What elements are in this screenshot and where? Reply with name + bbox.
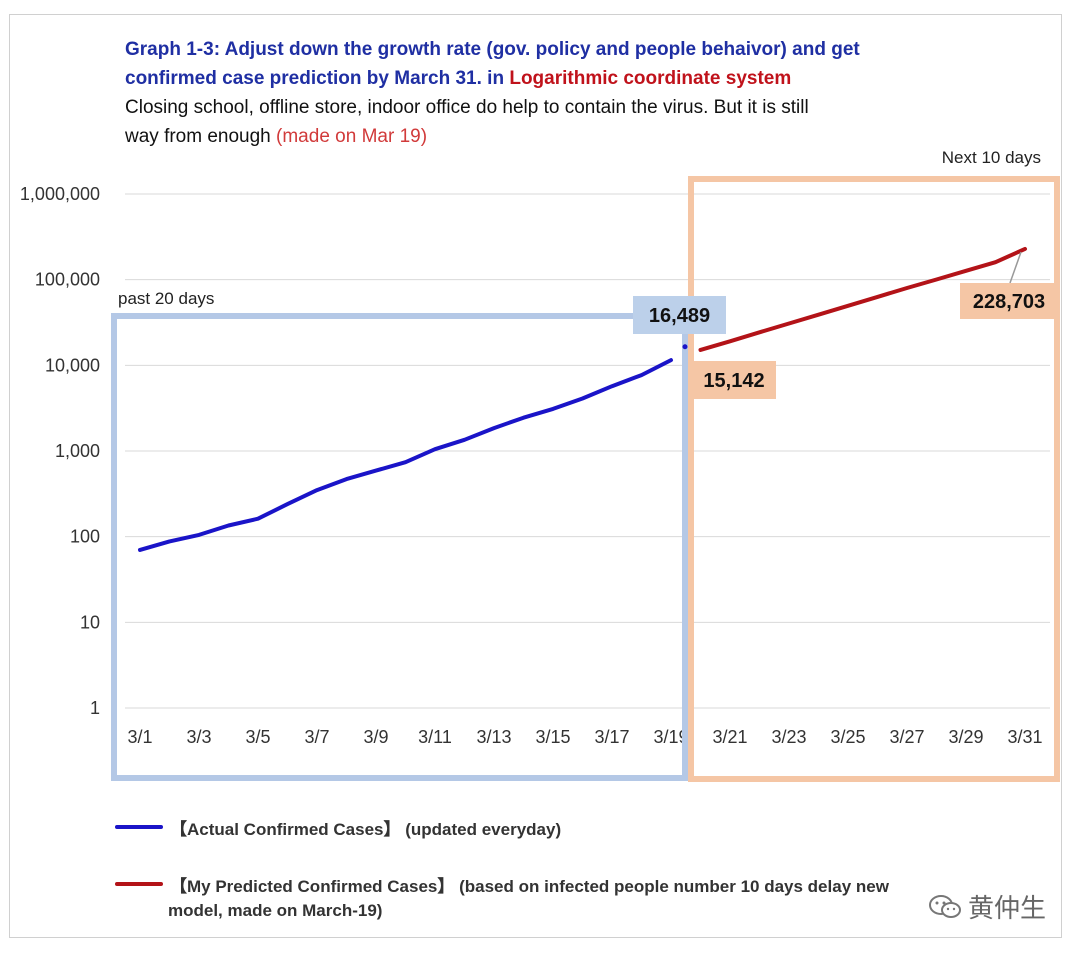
chat-bubble-icon <box>928 894 961 918</box>
legend-actual-name: 【Actual Confirmed Cases】 <box>170 820 401 839</box>
x-tick-label: 3/3 <box>186 727 211 747</box>
title-line2: confirmed case prediction by March 31. i… <box>125 68 510 89</box>
actual-end-callout-box <box>633 296 726 334</box>
pred-start-callout-label: 15,142 <box>703 370 764 392</box>
x-tick-label: 3/7 <box>304 727 329 747</box>
next-period-label: Next 10 days <box>942 148 1041 167</box>
pred-end-callout-label: 228,703 <box>973 291 1045 313</box>
pred-end-callout-box <box>960 283 1058 319</box>
y-tick-label: 1,000,000 <box>20 184 100 204</box>
x-tick-label: 3/11 <box>418 727 452 747</box>
y-tick-label: 1,000 <box>55 441 100 461</box>
title-line1: Graph 1-3: Adjust down the growth rate (… <box>125 39 860 60</box>
watermark-text: 黄仲生 <box>967 893 1046 923</box>
x-tick-label: 3/9 <box>363 727 388 747</box>
legend-actual-swatch <box>115 825 163 829</box>
actual-end-point <box>682 344 688 350</box>
past-period-box <box>111 313 688 781</box>
watermark: 黄仲生 <box>928 888 1046 925</box>
legend-predicted-note: (based on infected people number 10 days… <box>459 877 889 896</box>
y-tick-label: 10,000 <box>45 355 100 375</box>
legend-actual-note: (updated everyday) <box>405 820 562 839</box>
x-tick-label: 3/21 <box>712 727 747 747</box>
subtitle-line2: way from enough <box>125 126 277 147</box>
legend-predicted-swatch <box>115 882 163 886</box>
x-tick-label: 3/5 <box>245 727 270 747</box>
subtitle-date: (made on Mar 19) <box>276 126 428 147</box>
legend-predicted-note-line2: model, made on March-19) <box>168 901 383 920</box>
y-tick-label: 100 <box>70 527 100 547</box>
next-period-box <box>688 176 1060 782</box>
chart-frame <box>9 14 1062 938</box>
legend-predicted-note-2: model, made on March-19) <box>168 901 382 921</box>
actual-series-line <box>138 358 673 552</box>
legend-predicted-name: 【My Predicted Confirmed Cases】 <box>170 877 455 896</box>
x-tick-label: 3/27 <box>889 727 924 747</box>
x-tick-label: 3/29 <box>948 727 983 747</box>
pred-start-callout-box <box>692 361 776 399</box>
x-tick-label: 3/31 <box>1007 727 1042 747</box>
y-tick-label: 10 <box>80 612 100 632</box>
legend-predicted: 【My Predicted Confirmed Cases】 (based on… <box>170 872 889 897</box>
title-log-system: Logarithmic coordinate system <box>509 68 792 89</box>
predicted-series-line <box>698 246 1027 352</box>
x-tick-label: 3/13 <box>476 727 511 747</box>
x-tick-label: 3/25 <box>830 727 865 747</box>
actual-end-callout-label: 16,489 <box>649 305 710 327</box>
x-tick-label: 3/1 <box>127 727 152 747</box>
y-tick-label: 1 <box>90 698 100 718</box>
x-tick-label: 3/19 <box>653 727 688 747</box>
x-tick-label: 3/17 <box>594 727 629 747</box>
legend-actual: 【Actual Confirmed Cases】 (updated everyd… <box>170 815 561 840</box>
y-tick-label: 100,000 <box>35 270 100 290</box>
x-tick-label: 3/23 <box>771 727 806 747</box>
chart-title: Graph 1-3: Adjust down the growth rate (… <box>125 35 1025 151</box>
pred-end-leader <box>1009 251 1022 284</box>
past-period-label: past 20 days <box>118 289 214 308</box>
subtitle-line1: Closing school, offline store, indoor of… <box>125 97 809 118</box>
x-tick-label: 3/15 <box>535 727 570 747</box>
